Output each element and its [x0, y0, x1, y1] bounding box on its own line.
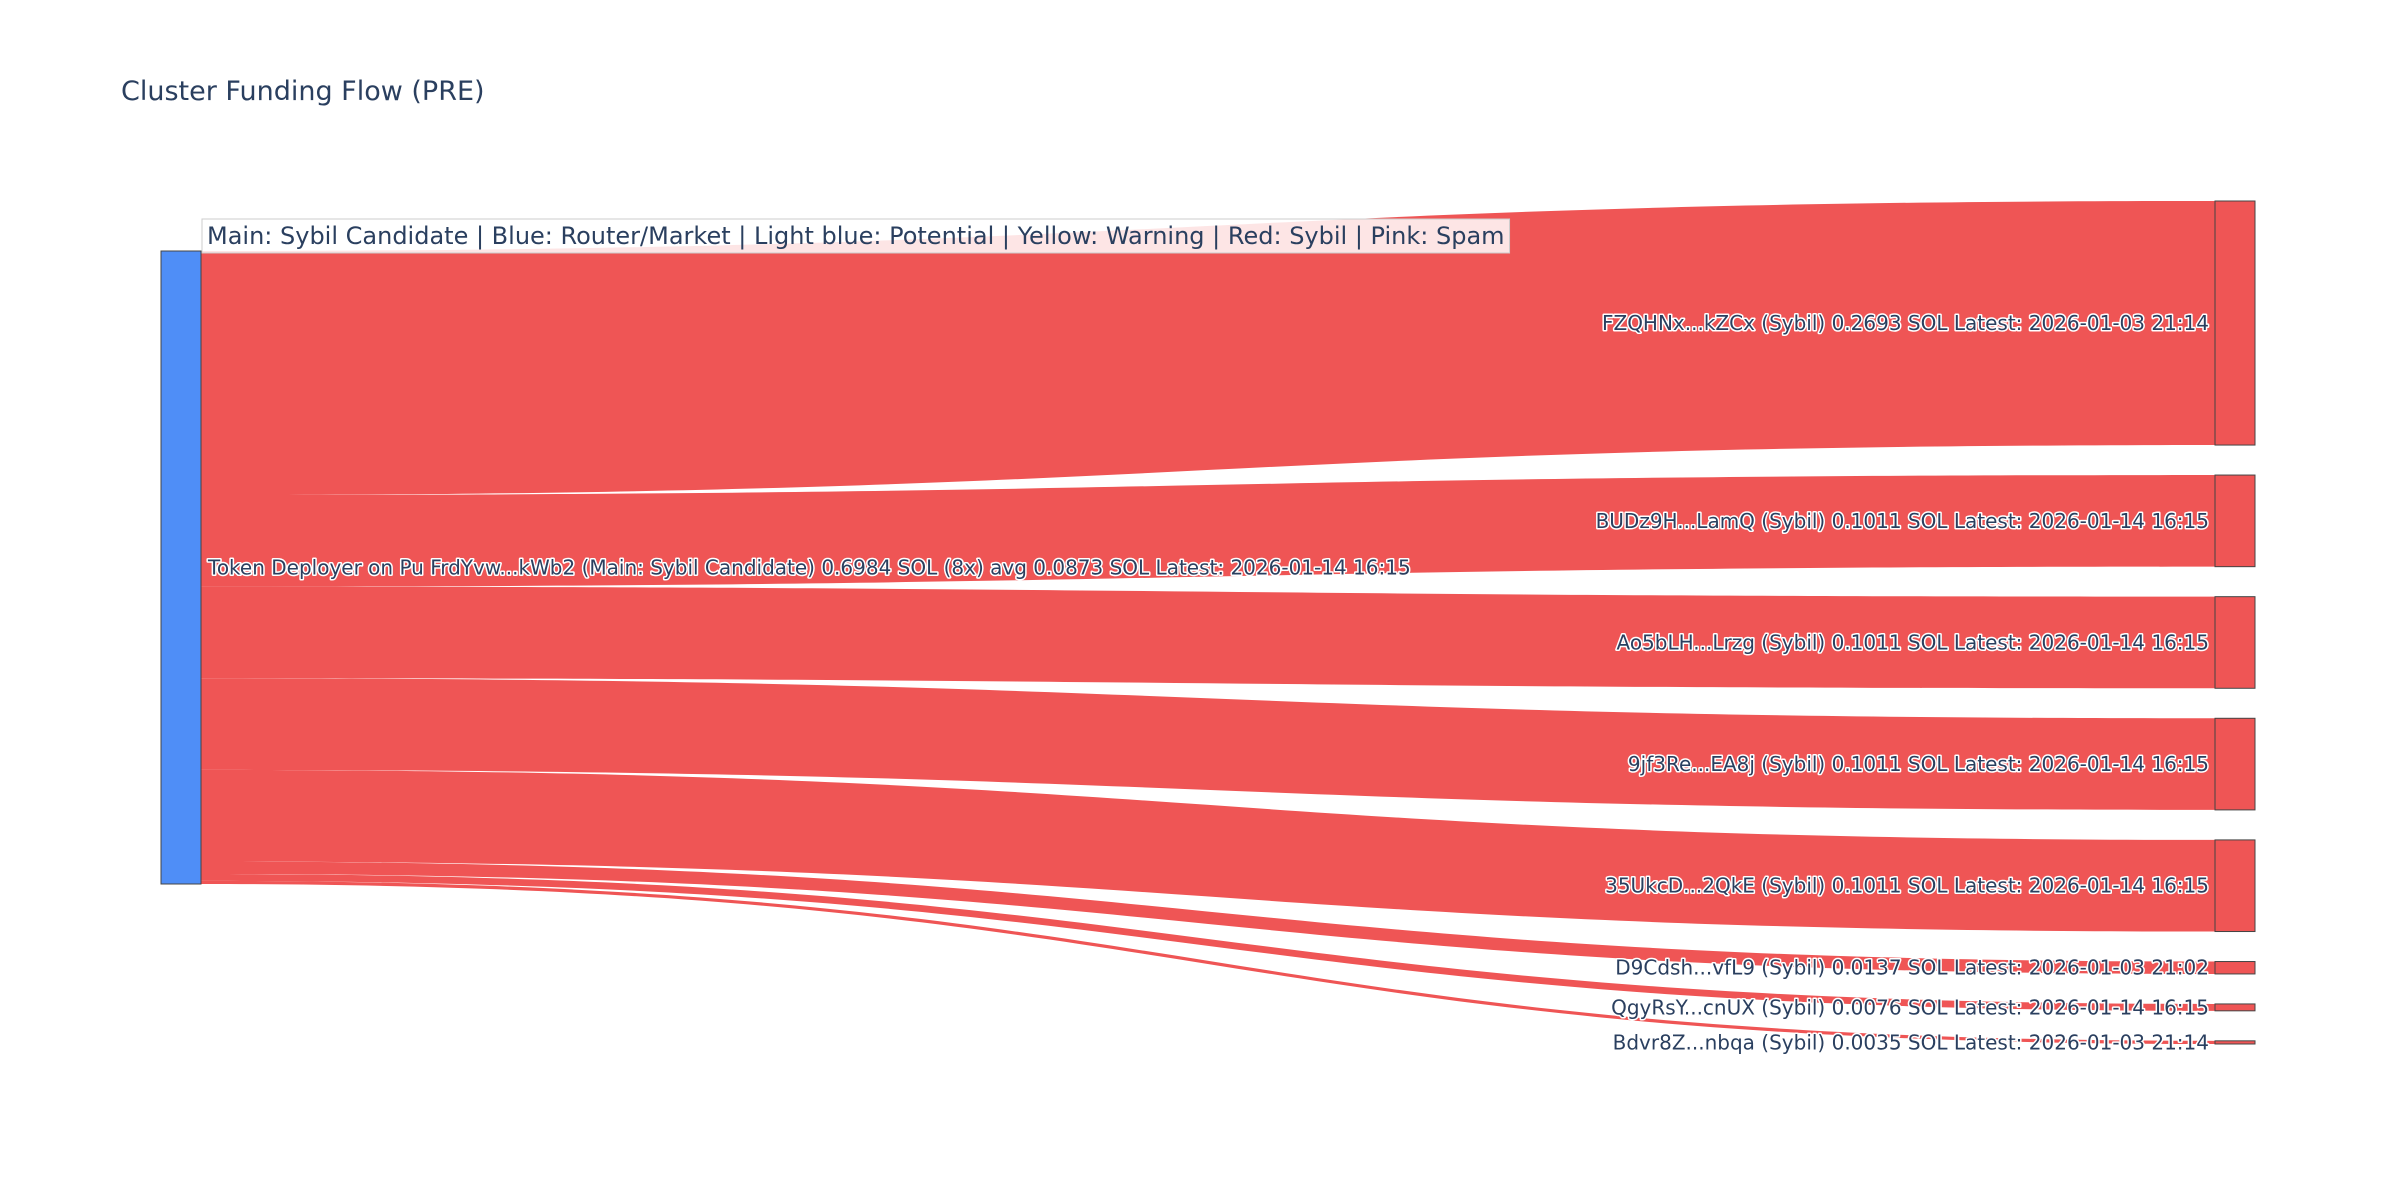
target-node-label-1: BUDz9H...LamQ (Sybil) 0.1011 SOL Latest:… [1596, 509, 2209, 533]
target-node-label-7: Bdvr8Z...nbqa (Sybil) 0.0035 SOL Latest:… [1613, 1030, 2209, 1054]
source-node-label: Token Deployer on Pu FrdYvw...kWb2 (Main… [207, 556, 1411, 580]
target-node-label-3: 9jf3Re...EA8j (Sybil) 0.1011 SOL Latest:… [1628, 752, 2209, 776]
nodes-layer [160, 200, 2256, 1045]
target-node-label-6: QgyRsY...cnUX (Sybil) 0.0076 SOL Latest:… [1611, 995, 2209, 1019]
target-node-label-2: Ao5bLH...Lrzg (Sybil) 0.1011 SOL Latest:… [1616, 630, 2209, 654]
labels-layer: FZQHNx...kZCx (Sybil) 0.2693 SOL Latest:… [206, 310, 2211, 1056]
target-node-2[interactable] [2214, 596, 2256, 689]
sankey-link-0[interactable] [201, 201, 2215, 496]
target-node-7[interactable] [2214, 1040, 2256, 1045]
legend-note: Main: Sybil Candidate | Blue: Router/Mar… [201, 218, 1511, 254]
sankey-link-7[interactable] [201, 880, 2215, 1044]
sankey-link-3[interactable] [201, 678, 2215, 810]
target-node-5[interactable] [2214, 961, 2256, 975]
target-node-label-5: D9Cdsh...vfL9 (Sybil) 0.0137 SOL Latest:… [1615, 956, 2209, 980]
source-node[interactable] [160, 250, 202, 885]
chart-title: Cluster Funding Flow (PRE) [121, 76, 485, 107]
links-layer [201, 201, 2215, 1044]
target-node-1[interactable] [2214, 474, 2256, 568]
target-node-4[interactable] [2214, 839, 2256, 933]
target-node-label-0: FZQHNx...kZCx (Sybil) 0.2693 SOL Latest:… [1602, 311, 2209, 335]
sankey-link-1[interactable] [201, 475, 2215, 587]
sankey-link-4[interactable] [201, 769, 2215, 932]
sankey-link-2[interactable] [201, 586, 2215, 689]
target-node-3[interactable] [2214, 717, 2256, 811]
sankey-link-6[interactable] [201, 873, 2215, 1011]
target-node-0[interactable] [2214, 200, 2256, 446]
legend-background [201, 218, 1511, 254]
target-node-label-4: 35UkcD...2QkE (Sybil) 0.1011 SOL Latest:… [1605, 874, 2209, 898]
legend-text: Main: Sybil Candidate | Blue: Router/Mar… [207, 222, 1505, 250]
sankey-link-5[interactable] [201, 861, 2215, 974]
target-node-6[interactable] [2214, 1003, 2256, 1012]
